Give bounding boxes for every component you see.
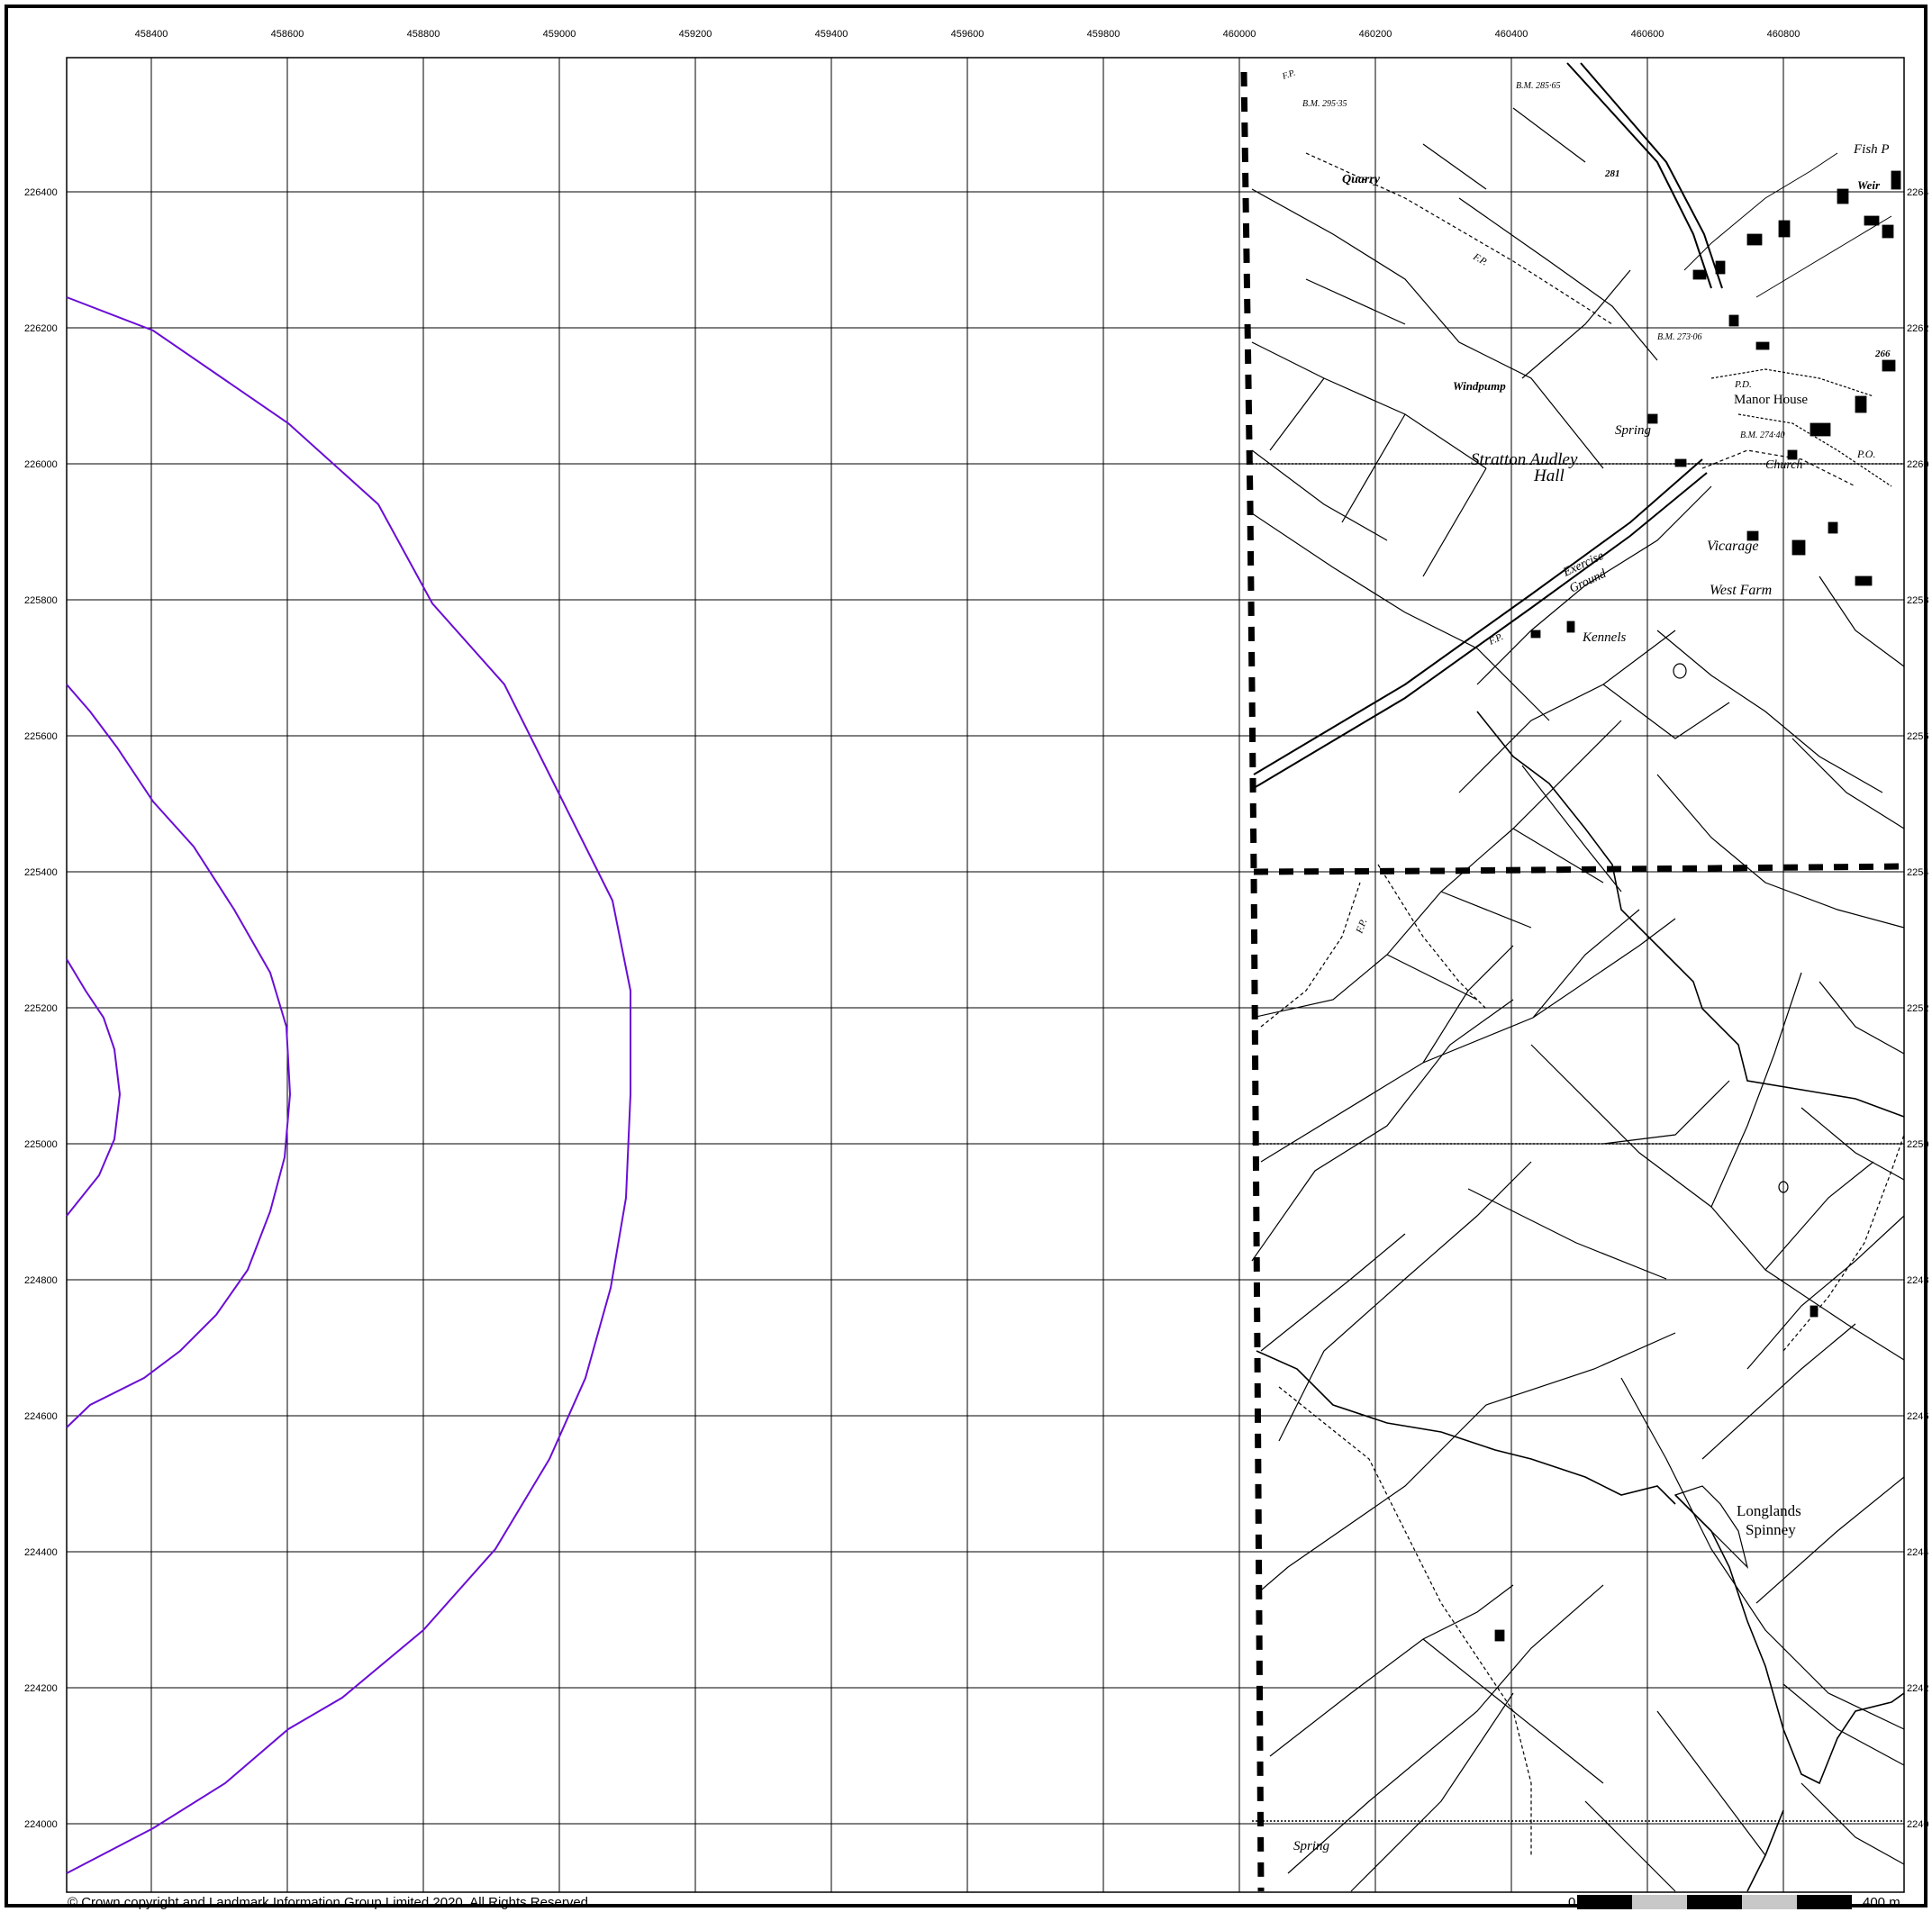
scale-bar-segment-2: [1632, 1895, 1687, 1909]
label-bm-2: B.M. 285·65: [1516, 81, 1560, 91]
copyright-notice: © Crown copyright and Landmark Informati…: [68, 1895, 592, 1910]
scale-start-label: 0: [1568, 1895, 1575, 1910]
y-tick-label-left: 225200: [24, 1003, 58, 1014]
label-spring-north: Spring: [1615, 423, 1652, 438]
y-tick-label-right: 2240: [1907, 1819, 1928, 1830]
y-tick-label-right: 2246: [1907, 1411, 1928, 1422]
y-tick-label-right: 2244: [1907, 1547, 1928, 1558]
buffer-ring: [66, 958, 122, 1217]
historic-map-layer: [1251, 62, 1905, 1892]
y-tick-label-left: 225800: [24, 595, 58, 606]
label-spring-south: Spring: [1293, 1839, 1330, 1853]
site-boundary-mid: [1253, 863, 1905, 875]
x-tick-label: 460000: [1223, 29, 1256, 40]
site-boundary: [1240, 71, 1905, 1892]
label-manor-house: Manor House: [1734, 393, 1808, 407]
y-tick-label-right: 2260: [1907, 459, 1928, 470]
label-kennels: Kennels: [1582, 630, 1626, 645]
y-tick-label-left: 224600: [24, 1411, 58, 1422]
y-tick-label-right: 2258: [1907, 595, 1928, 606]
label-spot-height-1: 281: [1604, 168, 1620, 179]
grid-lines: [67, 58, 1904, 1892]
x-tick-label: 459000: [543, 29, 576, 40]
label-longlands: Longlands: [1737, 1502, 1801, 1519]
label-spinney: Spinney: [1746, 1521, 1796, 1538]
scale-bar-segment-5: [1797, 1895, 1852, 1909]
label-weir: Weir: [1857, 178, 1881, 192]
y-tick-label-left: 224400: [24, 1547, 58, 1558]
label-stratton-audley: Stratton Audley: [1471, 450, 1578, 469]
label-bm-3: B.M. 273·06: [1657, 332, 1701, 342]
y-tick-label-left: 224800: [24, 1275, 58, 1286]
label-hall: Hall: [1533, 467, 1565, 485]
buffer-ring: [66, 296, 631, 1874]
buffer-ring: [66, 684, 292, 1428]
x-tick-labels: 458400 458600 458800 459000 459200 459400 4596…: [135, 29, 1800, 40]
x-tick-label: 458600: [271, 29, 304, 40]
x-tick-label: 459400: [815, 29, 848, 40]
x-tick-label: 460600: [1631, 29, 1664, 40]
y-tick-label-left: 226000: [24, 459, 58, 470]
label-windpump: Windpump: [1453, 379, 1506, 393]
label-post-office: P.O.: [1856, 448, 1875, 460]
map-frame: [66, 57, 1905, 1893]
y-tick-label-right: 2254: [1907, 867, 1928, 878]
x-tick-label: 458400: [135, 29, 168, 40]
label-west-farm: West Farm: [1710, 583, 1772, 598]
x-tick-label: 460200: [1359, 29, 1392, 40]
y-tick-label-left: 224200: [24, 1683, 58, 1694]
y-tick-label-right: 2256: [1907, 731, 1928, 742]
scale-bar-segment-1: [1577, 1895, 1632, 1909]
label-fish-pond: Fish P: [1853, 142, 1890, 157]
scale-bar-segment-4: [1742, 1895, 1797, 1909]
label-bm-1: B.M. 295·35: [1302, 99, 1347, 109]
y-tick-label-right: 2264: [1907, 187, 1928, 198]
x-tick-label: 459600: [951, 29, 984, 40]
x-tick-label: 458800: [407, 29, 440, 40]
y-tick-label-left: 225400: [24, 867, 58, 878]
label-bm-4: B.M. 274·40: [1740, 430, 1784, 440]
y-tick-label-right: 2252: [1907, 1003, 1928, 1014]
label-vicarage: Vicarage: [1707, 539, 1758, 554]
y-tick-label-left: 226400: [24, 187, 58, 198]
y-tick-label-right: 2248: [1907, 1275, 1928, 1286]
label-fp-3: F.P.: [1354, 918, 1369, 936]
y-tick-label-left: 225000: [24, 1139, 58, 1150]
x-tick-label: 459800: [1087, 29, 1120, 40]
scale-bar-segment-3: [1687, 1895, 1742, 1909]
x-tick-label: 460800: [1767, 29, 1800, 40]
scale-bar: 0 400 m: [1568, 1895, 1900, 1910]
y-tick-labels: 226400 226200 226000 225800 225600 225400 2252…: [24, 187, 1928, 1830]
y-tick-label-right: 2250: [1907, 1139, 1928, 1150]
label-fp-4: F.P.: [1280, 68, 1296, 82]
scale-end-label: 400 m: [1863, 1895, 1900, 1910]
page-border: [5, 5, 1927, 1907]
label-church: Church: [1765, 458, 1802, 472]
label-quarry: Quarry: [1342, 173, 1381, 186]
y-tick-label-left: 225600: [24, 731, 58, 742]
y-tick-label-right: 2242: [1907, 1683, 1928, 1694]
label-pd: P.D.: [1734, 379, 1752, 390]
x-tick-label: 460400: [1495, 29, 1528, 40]
y-tick-label-left: 224000: [24, 1819, 58, 1830]
buffer-rings: [66, 296, 631, 1874]
y-tick-label-right: 2262: [1907, 323, 1928, 334]
x-tick-label: 459200: [679, 29, 712, 40]
label-spot-height-2: 266: [1874, 349, 1891, 359]
y-tick-label-left: 226200: [24, 323, 58, 334]
site-boundary-west: [1240, 71, 1265, 1892]
